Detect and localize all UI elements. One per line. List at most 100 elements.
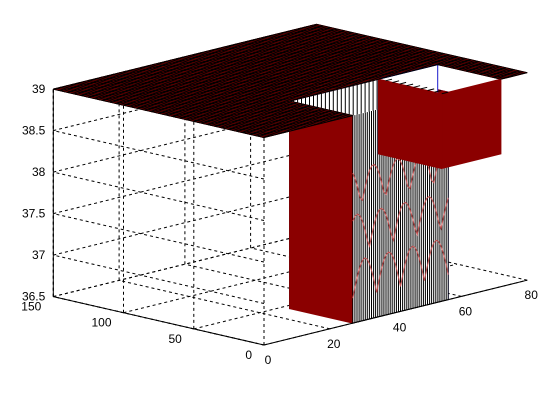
mesh-line xyxy=(144,44,408,111)
mesh-line xyxy=(260,37,409,73)
surface-layer xyxy=(53,23,528,324)
mesh-line xyxy=(230,44,379,80)
mesh-line xyxy=(88,31,352,98)
mesh-line xyxy=(178,57,326,93)
mesh-line xyxy=(217,48,366,83)
mesh-line xyxy=(227,45,376,81)
mesh-line xyxy=(263,115,353,138)
mesh-line xyxy=(193,56,458,122)
mesh-line xyxy=(130,41,394,108)
mesh-line xyxy=(441,91,449,95)
mesh-line xyxy=(211,49,359,85)
mesh-line xyxy=(137,43,401,109)
mesh-line xyxy=(256,113,346,137)
curtain-mesh xyxy=(352,239,449,299)
mesh-line xyxy=(273,34,422,70)
mesh-line xyxy=(186,54,451,121)
mesh-line xyxy=(116,38,380,105)
x-tick-label: 0 xyxy=(265,353,272,367)
mesh-line xyxy=(151,64,300,100)
mesh-line xyxy=(243,41,392,77)
mesh-line xyxy=(420,86,428,90)
mesh-line xyxy=(194,53,343,89)
mesh-line xyxy=(280,32,428,68)
z-tick-label: 36.5 xyxy=(22,290,46,304)
axis-layer xyxy=(52,89,528,346)
x-tick-label: 40 xyxy=(393,321,407,335)
z-tick-label: 38.5 xyxy=(22,124,46,138)
mesh-line xyxy=(434,90,442,93)
z-tick-label: 37 xyxy=(32,248,46,262)
mesh-line xyxy=(283,31,432,67)
mesh-line xyxy=(247,40,396,76)
mesh-line xyxy=(399,81,407,85)
mesh-line xyxy=(53,23,317,90)
mesh-line xyxy=(413,85,421,88)
mesh-line xyxy=(276,33,425,69)
x-tick-label: 80 xyxy=(525,288,539,302)
mesh-line xyxy=(155,63,303,99)
mesh-line xyxy=(171,59,320,95)
mesh-line xyxy=(204,51,353,87)
mesh-line xyxy=(207,50,356,86)
mesh-line xyxy=(224,46,373,82)
mesh-line xyxy=(60,25,324,92)
mesh-line xyxy=(179,52,444,119)
z-tick-label: 39 xyxy=(32,82,46,96)
mesh-line xyxy=(286,31,435,66)
gridline-z xyxy=(53,130,265,180)
mesh-line xyxy=(250,39,399,75)
mesh-line xyxy=(174,58,323,94)
mesh-line xyxy=(197,52,346,88)
y-tick-label: 0 xyxy=(245,348,252,362)
mesh-line xyxy=(187,55,336,91)
mesh-line xyxy=(67,27,331,93)
x-tick-label: 60 xyxy=(459,304,473,318)
mesh-line xyxy=(228,107,318,130)
mesh-line xyxy=(451,60,479,69)
z-tick-label: 38 xyxy=(32,165,46,179)
mesh-line xyxy=(270,35,419,70)
mesh-line xyxy=(427,88,435,91)
mesh-line xyxy=(234,44,382,79)
mesh-line xyxy=(479,67,507,75)
gridline-z xyxy=(53,213,265,263)
mesh-line xyxy=(102,35,366,101)
x-tick-label: 20 xyxy=(327,337,341,351)
curtain-mesh xyxy=(352,146,449,202)
mesh-line xyxy=(253,39,402,75)
y-tick-label: 150 xyxy=(21,300,41,314)
mesh-line xyxy=(486,69,514,77)
mesh-line xyxy=(201,52,349,87)
gridline-z xyxy=(53,254,265,304)
mesh-line xyxy=(181,57,330,92)
y-tick-label: 100 xyxy=(91,316,111,330)
mesh-line xyxy=(237,43,386,79)
mesh-line xyxy=(145,65,294,101)
mesh-line xyxy=(161,61,310,97)
mesh-line xyxy=(164,61,313,96)
x-axis-line xyxy=(263,279,528,346)
mesh-line xyxy=(266,35,415,71)
mesh-line xyxy=(220,47,369,83)
mesh-line xyxy=(214,103,304,127)
mesh-line xyxy=(214,48,363,84)
mesh-line xyxy=(158,62,307,98)
mesh-line xyxy=(458,62,486,70)
mesh-line xyxy=(168,60,317,96)
mesh-line xyxy=(249,111,339,135)
mesh-line xyxy=(257,38,405,74)
mesh-line xyxy=(109,36,373,103)
mesh-line xyxy=(165,49,430,116)
mesh-line xyxy=(242,110,332,134)
mesh-line xyxy=(207,102,297,126)
mesh-line xyxy=(263,36,412,72)
mesh-line xyxy=(385,78,393,82)
mesh-line xyxy=(95,33,359,100)
gridline-x xyxy=(118,279,330,330)
slot-left-wall xyxy=(377,78,443,170)
mesh-line xyxy=(191,54,340,90)
mesh-line xyxy=(172,51,437,117)
